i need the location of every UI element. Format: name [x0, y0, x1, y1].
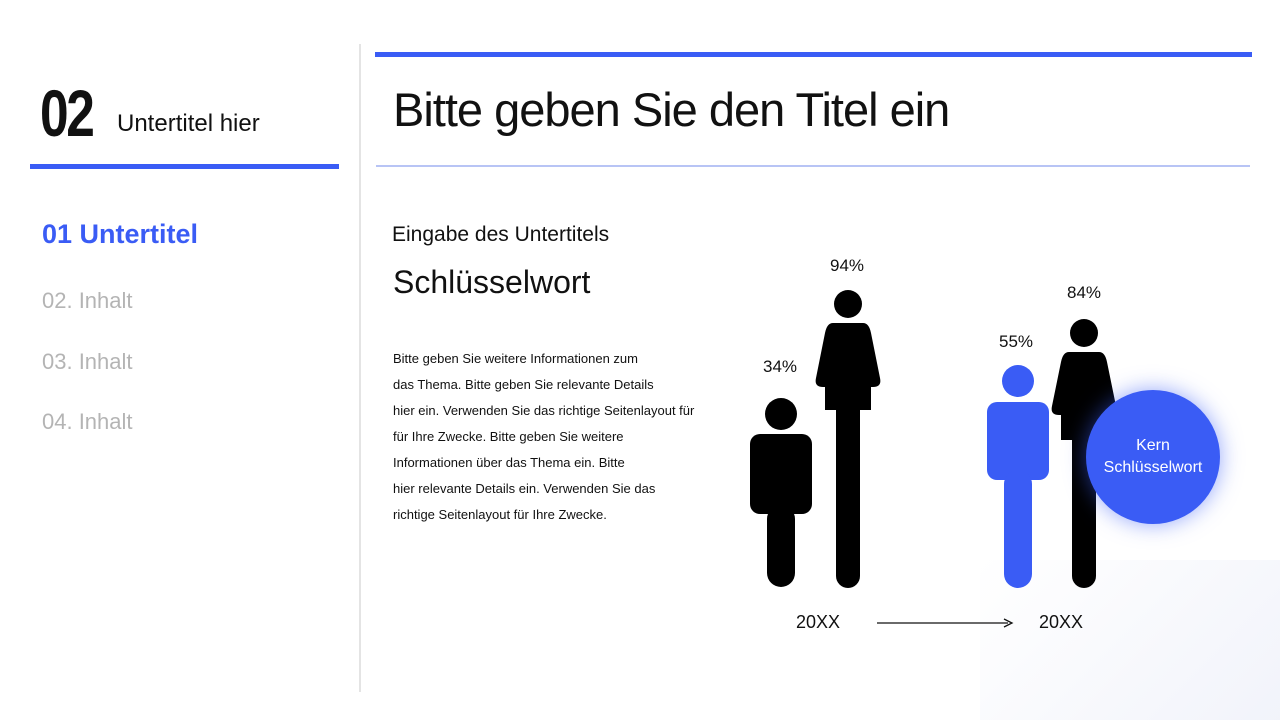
section-number: 02: [40, 76, 95, 150]
title-accent-bar: [375, 52, 1252, 57]
background-fade: [980, 560, 1280, 720]
section-accent-bar: [30, 164, 339, 169]
nav-item-inhalt-02[interactable]: 02. Inhalt: [42, 288, 133, 313]
section-subtitle: Untertitel hier: [117, 110, 260, 137]
vertical-divider: [359, 44, 361, 692]
content-keyword: Schlüsselwort: [393, 264, 591, 300]
content-subheading: Eingabe des Untertitels: [392, 223, 610, 246]
bubble-line-1: Kern: [1136, 437, 1170, 454]
content-body: Bitte geben Sie weitere Informationen zu…: [393, 346, 723, 528]
arrow-right-icon: [877, 618, 1014, 628]
nav-item-inhalt-04[interactable]: 04. Inhalt: [42, 409, 133, 434]
body-line: Informationen über das Thema ein. Bitte: [393, 455, 625, 470]
nav-item-untertitel[interactable]: 01 Untertitel: [42, 219, 199, 249]
nav-item-inhalt-03[interactable]: 03. Inhalt: [42, 349, 133, 374]
percent-label-group1-male: 34%: [763, 357, 798, 376]
percent-label-group2-female: 84%: [1067, 283, 1102, 302]
body-line: das Thema. Bitte geben Sie relevante Det…: [393, 377, 654, 392]
body-line: richtige Seitenlayout für Ihre Zwecke.: [393, 507, 607, 522]
male-figure-icon: [750, 398, 812, 587]
page-title: Bitte geben Sie den Titel ein: [393, 83, 950, 136]
body-line: Bitte geben Sie weitere Informationen zu…: [393, 351, 638, 366]
body-line: hier ein. Verwenden Sie das richtige Sei…: [393, 403, 695, 418]
percent-label-group1-female: 94%: [830, 256, 865, 275]
key-keyword-bubble: Kern Schlüsselwort: [1086, 390, 1220, 524]
year-label-end: 20XX: [1039, 612, 1084, 632]
female-figure-icon: [815, 290, 881, 588]
body-line: für Ihre Zwecke. Bitte geben Sie weitere: [393, 429, 624, 444]
title-underline: [376, 165, 1250, 167]
male-figure-icon: [987, 365, 1049, 588]
percent-label-group2-male: 55%: [999, 332, 1034, 351]
year-label-start: 20XX: [796, 612, 841, 632]
bubble-line-2: Schlüsselwort: [1103, 459, 1203, 476]
body-line: hier relevante Details ein. Verwenden Si…: [393, 481, 656, 496]
